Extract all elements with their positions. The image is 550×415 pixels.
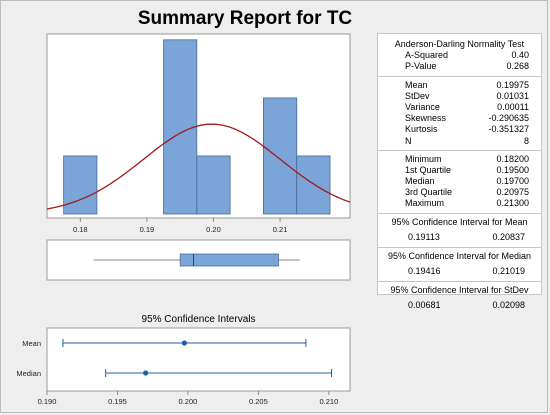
ci-x-tick-label: 0.200: [179, 397, 198, 406]
stat-row: Skewness -0.290635: [405, 113, 529, 124]
ci-x-tick-label: 0.195: [108, 397, 127, 406]
ci-chart-title: 95% Confidence Intervals: [141, 314, 256, 325]
stat-row: Kurtosis -0.351327: [405, 124, 529, 135]
ad-test-title: Anderson-Darling Normality Test: [394, 39, 525, 49]
x-tick-label: 0.20: [206, 225, 221, 234]
ci-median-title: 95% Confidence Interval for Median: [387, 250, 532, 261]
stat-row: Median 0.19700: [405, 176, 529, 187]
ci-row-label: Mean: [22, 339, 41, 348]
ci-x-tick-label: 0.205: [249, 397, 268, 406]
ci-mean-values: 0.19113 0.20837: [408, 231, 525, 242]
divider: [378, 246, 541, 248]
ci-mean-title: 95% Confidence Interval for Mean: [391, 216, 528, 227]
ci-median-values: 0.19416 0.21019: [408, 266, 525, 277]
divider: [378, 212, 541, 214]
report-title: Summary Report for TC: [137, 8, 353, 29]
stat-row: 1st Quartile 0.19500: [405, 164, 529, 175]
stats-panel: Anderson-Darling Normality Test A-Square…: [377, 33, 542, 310]
ci-x-tick-label: 0.190: [38, 397, 57, 406]
stat-row: P-Value 0.268: [405, 61, 529, 72]
ci-stdev-title: 95% Confidence Interval for StDev: [390, 285, 529, 296]
histogram-bar: [263, 97, 298, 215]
histogram-bar: [196, 155, 231, 215]
ci-panel: [46, 327, 351, 392]
normal-curve: [46, 123, 351, 210]
stat-row: A-Squared 0.40: [405, 50, 529, 61]
divider: [378, 149, 541, 151]
histogram-bar: [163, 39, 198, 215]
divider: [378, 75, 541, 77]
x-tick-label: 0.21: [273, 225, 288, 234]
histogram-bar: [63, 155, 98, 215]
stat-row: Minimum 0.18200: [405, 153, 529, 164]
ci-stdev-values: 0.00681 0.02098: [408, 300, 525, 311]
ci-point: [181, 340, 188, 346]
x-tick-label: 0.18: [73, 225, 88, 234]
box-iqr: [179, 253, 279, 267]
divider: [378, 281, 541, 283]
x-tick-label: 0.19: [140, 225, 155, 234]
ci-row-label: Median: [16, 369, 41, 378]
stat-row: Mean 0.19975: [405, 79, 529, 90]
stat-row: StDev 0.01031: [405, 90, 529, 101]
stat-row: 3rd Quartile 0.20975: [405, 187, 529, 198]
histogram-bar: [296, 155, 331, 215]
stat-row: Variance 0.00011: [405, 101, 529, 112]
ci-point: [143, 370, 149, 376]
stat-row: Maximum 0.21300: [405, 198, 529, 209]
ci-x-tick-label: 0.210: [319, 397, 338, 406]
